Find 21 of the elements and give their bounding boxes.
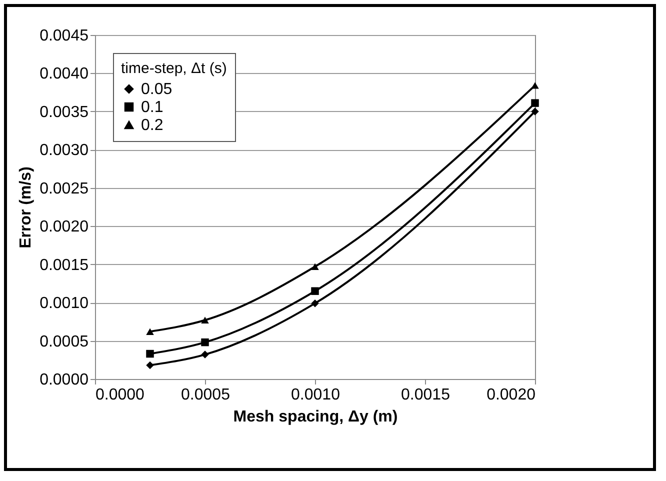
- x-tick-label: 0.0000: [96, 386, 145, 404]
- y-tick-label: 0.0040: [40, 66, 89, 83]
- y-tick-label: 0.0010: [40, 295, 89, 312]
- y-tick-label: 0.0025: [40, 180, 89, 198]
- x-tick-label: 0.0015: [401, 386, 450, 404]
- legend-title: time-step, Δt (s): [121, 60, 227, 77]
- legend-label: 0.1: [141, 99, 164, 116]
- x-tick-label: 0.0020: [486, 386, 536, 404]
- y-axis-title: Error (m/s): [18, 166, 35, 248]
- y-tick-label: 0.0005: [40, 333, 89, 350]
- x-axis-title: Mesh spacing, Δy (m): [233, 408, 398, 426]
- x-tick-label: 0.0010: [291, 386, 340, 404]
- x-tick-label: 0.0005: [181, 386, 230, 404]
- y-tick-label: 0.0030: [40, 142, 89, 160]
- y-tick-label: 0.0000: [40, 372, 89, 388]
- y-tick-label: 0.0015: [40, 256, 89, 274]
- legend-label: 0.2: [141, 117, 164, 134]
- legend-label: 0.05: [141, 81, 172, 98]
- y-tick-label: 0.0045: [40, 28, 89, 44]
- y-tick-label: 0.0020: [40, 218, 89, 236]
- y-tick-label: 0.0035: [40, 104, 89, 121]
